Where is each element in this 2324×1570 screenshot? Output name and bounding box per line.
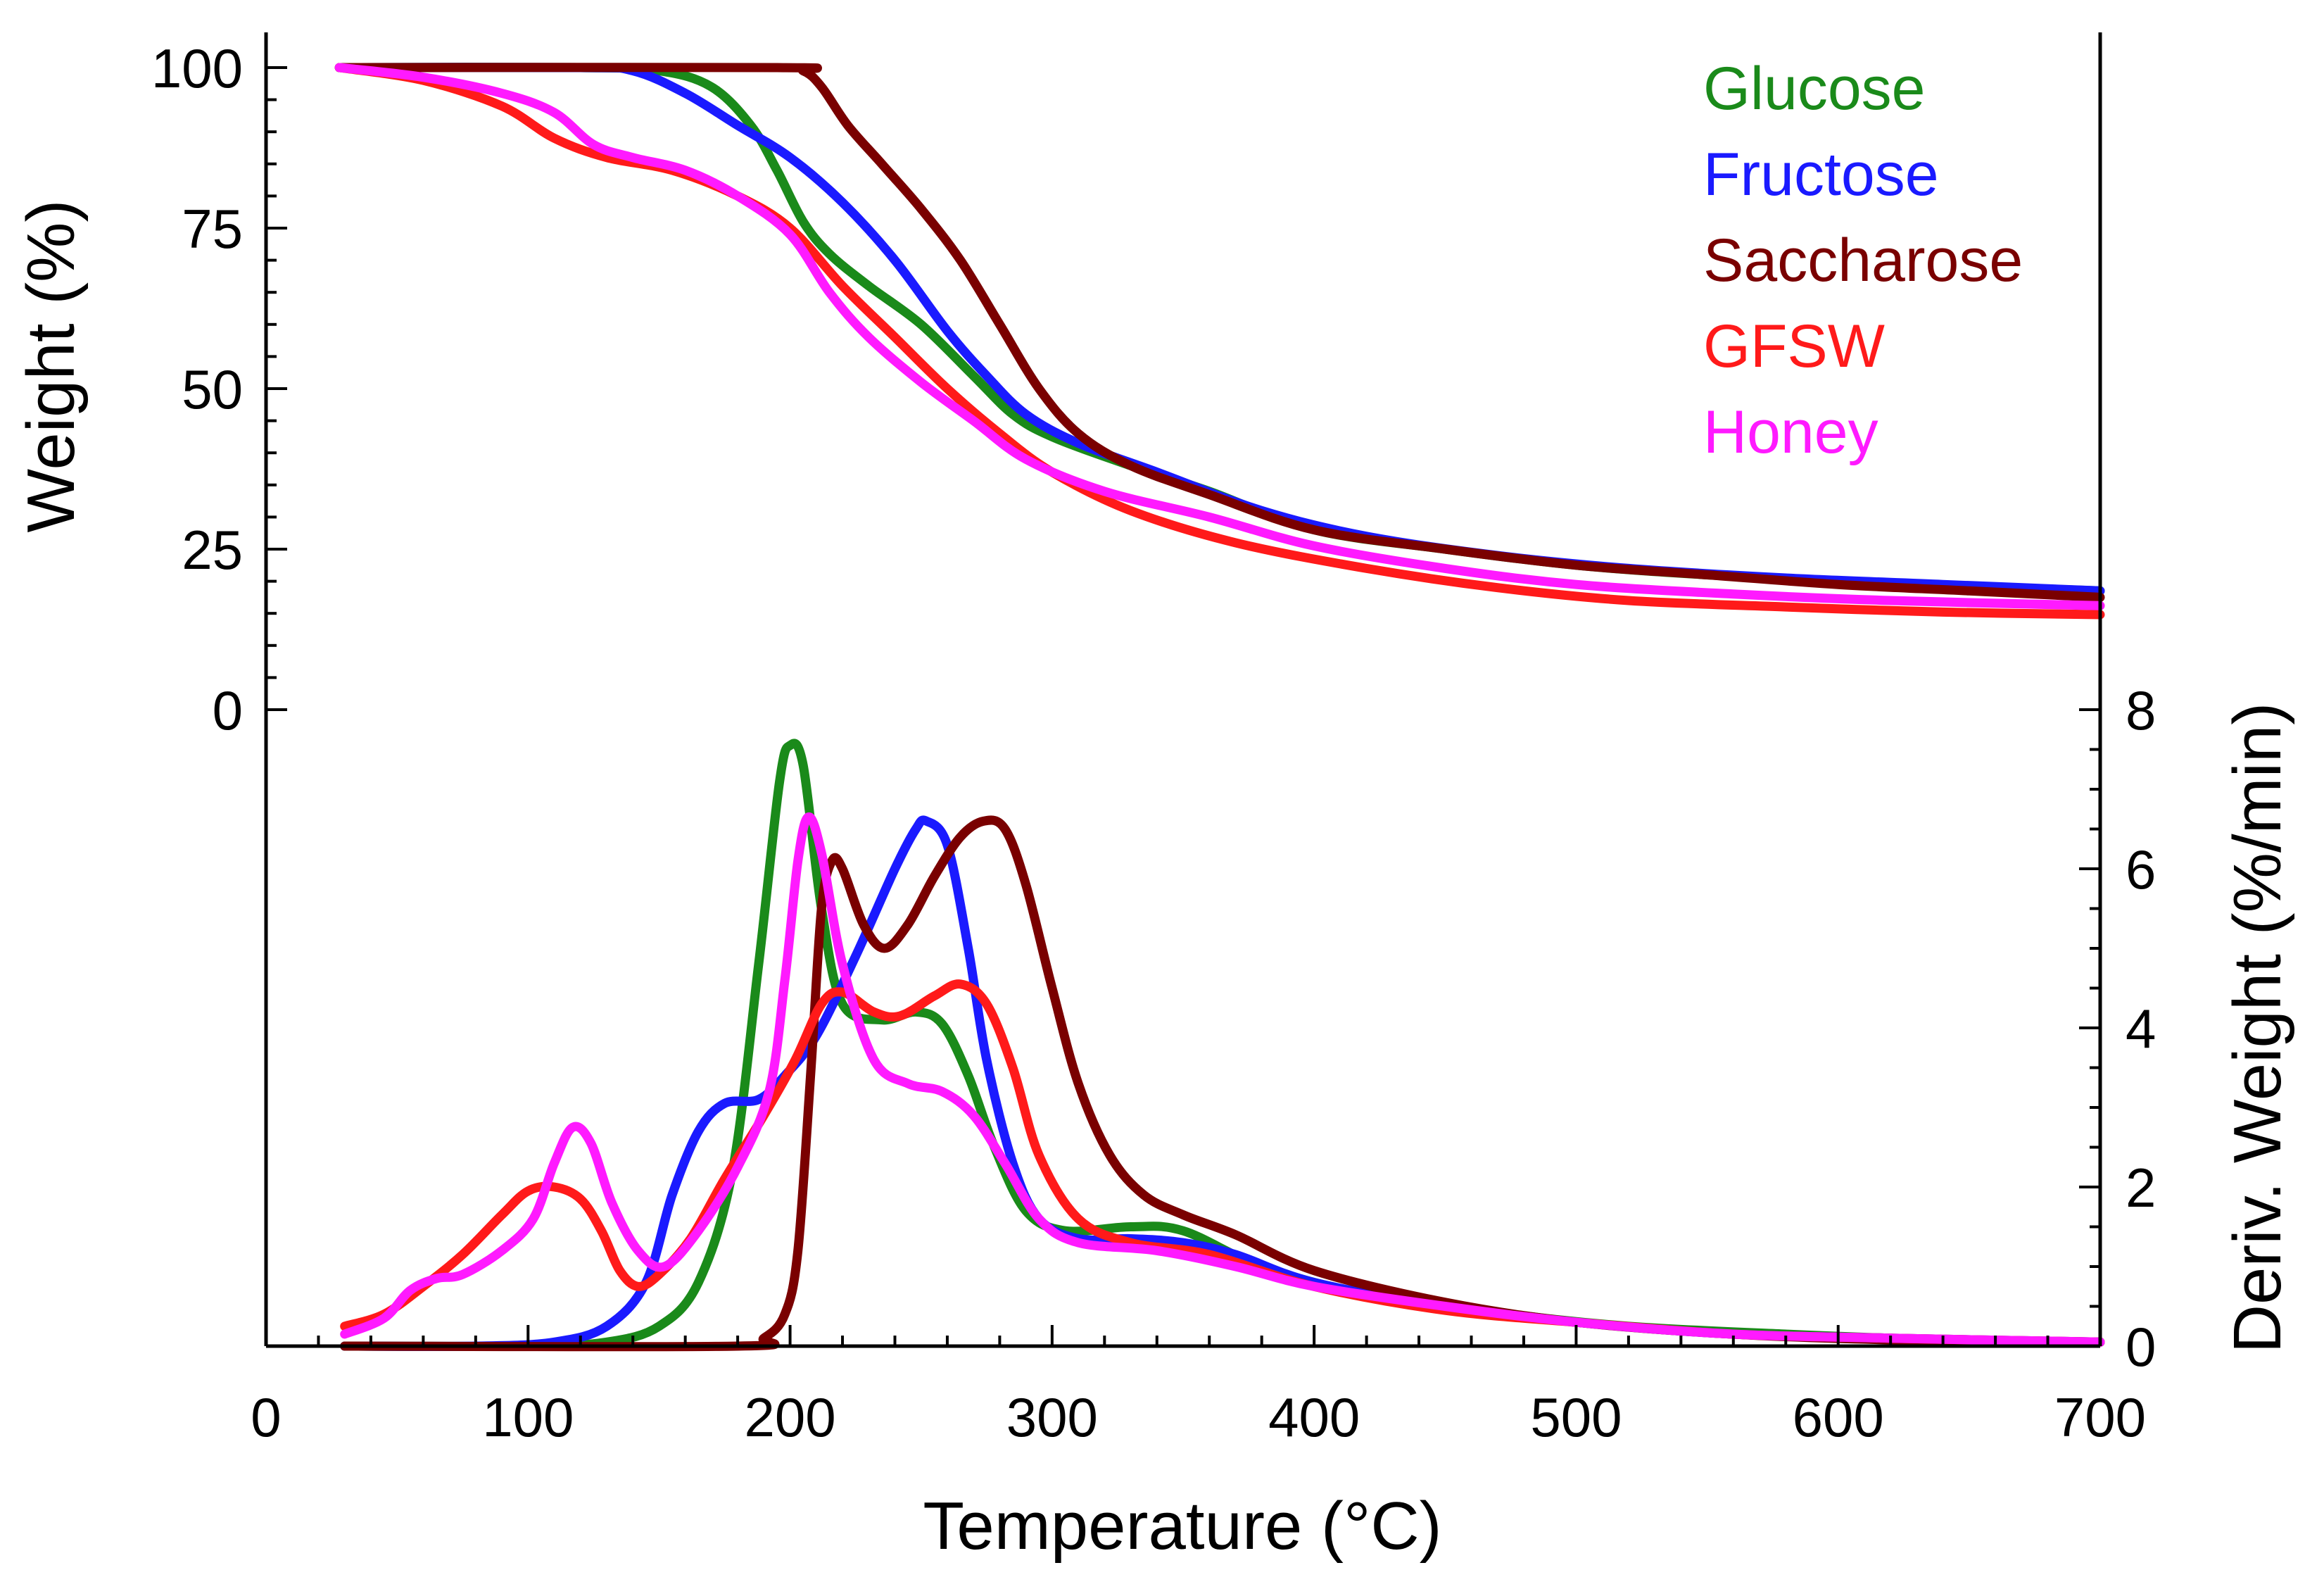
deriv-tick-label: 2 (2126, 1157, 2156, 1219)
weight-tick-label: 75 (182, 198, 243, 260)
deriv-line-honey (340, 812, 2105, 1347)
ticks-layer (265, 66, 2102, 1348)
deriv-tick-label: 4 (2126, 998, 2156, 1060)
deriv-tick-label: 6 (2126, 839, 2156, 900)
weight-line-gfsw (334, 63, 2105, 620)
series-layer (334, 63, 2105, 1352)
weight-tick-label: 0 (213, 679, 243, 741)
axes-layer (264, 32, 2102, 1348)
weight-tick-label: 100 (151, 37, 243, 99)
legend-label-gfsw: GFSW (1703, 313, 1885, 380)
legend-label-honey: Honey (1703, 398, 1878, 466)
tick-labels-layer: 0 100 200 300 400 500 600 700 0 25 50 75 100 0 2 4 6 8 (151, 37, 2156, 1448)
x-tick-label: 0 (251, 1386, 281, 1448)
legend-label-fructose: Fructose (1703, 141, 1939, 208)
legend: Glucose Fructose Saccharose GFSW Honey (1703, 55, 2023, 466)
x-tick-label: 200 (745, 1386, 836, 1448)
deriv-tick-label: 0 (2126, 1316, 2156, 1378)
weight-line-saccharose (334, 63, 2105, 602)
left-y-axis-title: Weight (%) (13, 199, 89, 532)
legend-label-saccharose: Saccharose (1703, 227, 2023, 294)
weight-line-honey (334, 63, 2105, 610)
legend-label-glucose: Glucose (1703, 55, 1926, 123)
weight-tick-label: 25 (182, 519, 243, 581)
x-tick-label: 600 (1793, 1386, 1884, 1448)
x-tick-label: 100 (482, 1386, 574, 1448)
x-tick-label: 500 (1530, 1386, 1622, 1448)
x-tick-label: 400 (1268, 1386, 1360, 1448)
x-axis-title: Temperature (°C) (923, 1488, 1441, 1564)
weight-tick-label: 50 (182, 358, 243, 420)
x-tick-label: 300 (1006, 1386, 1098, 1448)
right-y-axis-title: Deriv. Weight (%/min) (2220, 703, 2295, 1354)
x-tick-label: 700 (2054, 1386, 2146, 1448)
deriv-tick-label: 8 (2126, 679, 2156, 741)
